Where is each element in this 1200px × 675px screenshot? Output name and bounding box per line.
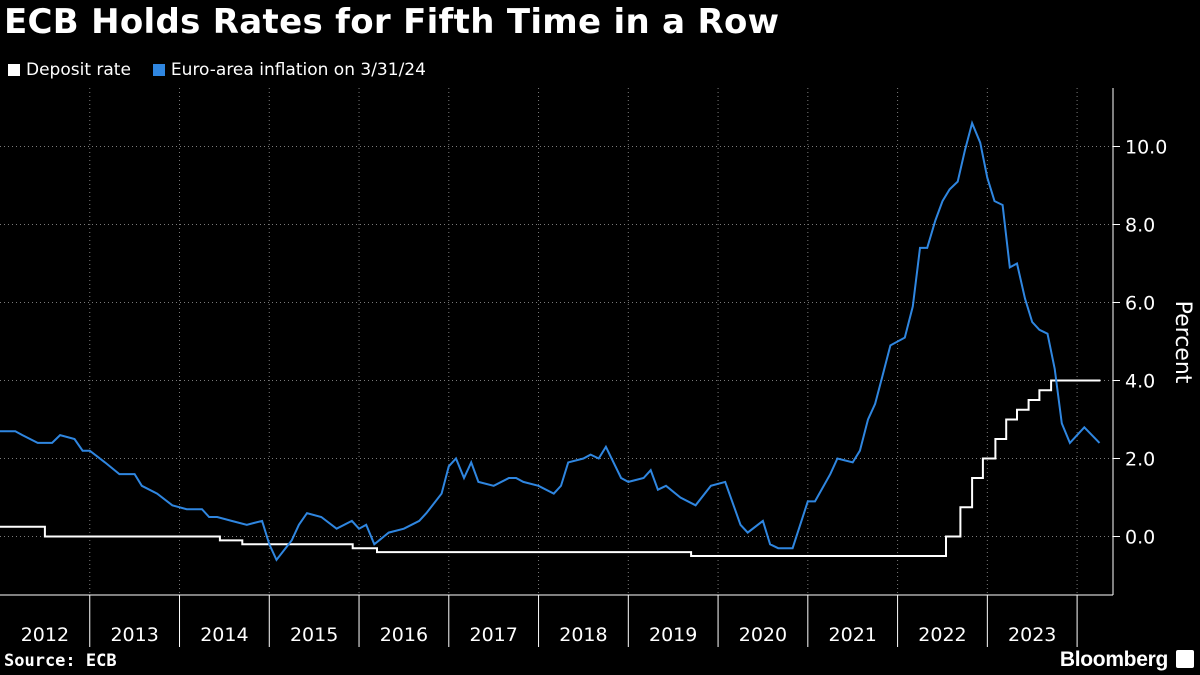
legend-label-deposit-rate: Deposit rate [26, 60, 131, 80]
inflation-line [0, 119, 1101, 562]
source-note: Source: ECB [4, 651, 117, 671]
bloomberg-mark-icon [1176, 650, 1194, 668]
y-tick-label: 8.0 [1125, 215, 1155, 237]
y-tick-label: 0.0 [1125, 527, 1155, 549]
x-tick-label: 2013 [110, 624, 158, 646]
x-tick-label: 2015 [290, 624, 338, 646]
x-tick-label: 2023 [1008, 624, 1056, 646]
x-tick-label: 2014 [200, 624, 248, 646]
deposit-rate-line [0, 379, 1101, 557]
x-tick-label: 2020 [739, 624, 787, 646]
legend-swatch-deposit-rate [8, 64, 20, 76]
x-axis: 2012 2013 2014 2015 2016 2017 2018 2019 2020 2021… [0, 594, 1113, 647]
legend-swatch-inflation [152, 64, 165, 76]
y-axis: 0.0 2.0 4.0 6.0 8.0 10.0 [1112, 88, 1167, 595]
y-tick-label: 4.0 [1125, 371, 1155, 393]
legend-item-inflation: Euro-area inflation on 3/31/24 [152, 60, 426, 80]
y-axis-label: Percent [1170, 301, 1195, 384]
x-tick-label: 2019 [649, 624, 697, 646]
legend-label-inflation: Euro-area inflation on 3/31/24 [170, 60, 426, 80]
x-tick-label: 2016 [380, 624, 428, 646]
y-tick-label: 10.0 [1125, 137, 1167, 159]
x-tick-label: 2022 [918, 624, 966, 646]
series-lines [0, 119, 1101, 562]
x-tick-label: 2017 [469, 624, 517, 646]
gridlines [0, 88, 1113, 595]
x-tick-label: 2018 [559, 624, 607, 646]
bloomberg-logo: Bloomberg [1059, 648, 1168, 671]
y-tick-label: 2.0 [1125, 449, 1155, 471]
x-tick-label: 2021 [829, 624, 877, 646]
legend-item-deposit-rate: Deposit rate [8, 60, 131, 80]
legend: Deposit rate Euro-area inflation on 3/31… [8, 60, 426, 80]
x-tick-label: 2012 [21, 624, 69, 646]
y-tick-label: 6.0 [1125, 293, 1155, 315]
chart-title: ECB Holds Rates for Fifth Time in a Row [4, 2, 780, 42]
